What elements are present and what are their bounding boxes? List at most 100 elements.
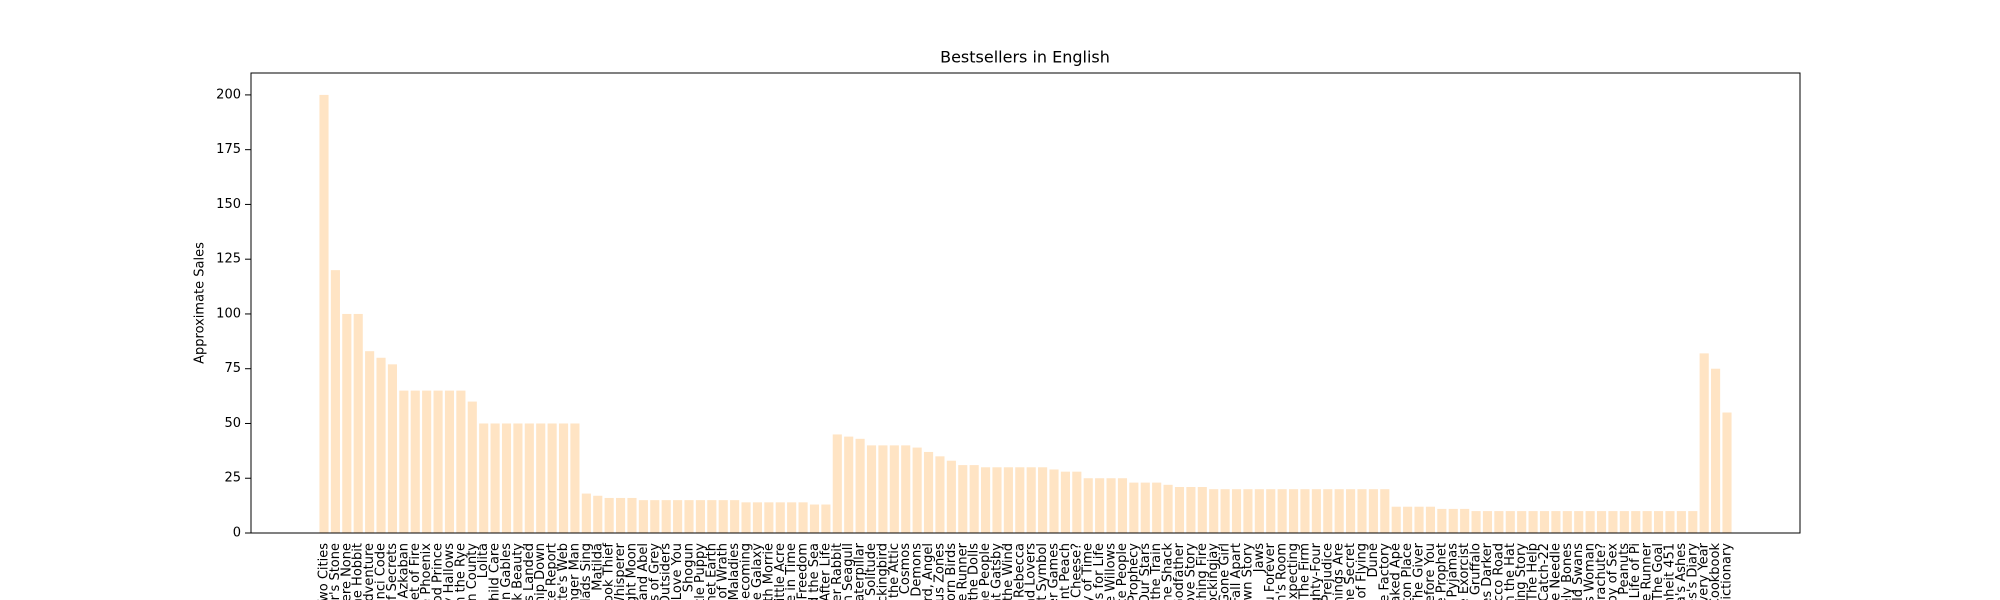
bar bbox=[547, 423, 557, 533]
x-tick-label: The Giver bbox=[1412, 542, 1427, 600]
x-tick-label: What Color Is Your Parachute? bbox=[1594, 543, 1609, 600]
x-tick-label: The French Lieutenant's Woman bbox=[1583, 543, 1598, 600]
bar bbox=[1163, 484, 1173, 533]
bar bbox=[1391, 506, 1401, 533]
x-tick-label: God's Little Acre bbox=[773, 543, 788, 600]
bar bbox=[1414, 506, 1424, 533]
x-tick-label: Rebecca bbox=[1012, 543, 1027, 598]
x-tick-label: Fear of Flying bbox=[1354, 543, 1369, 600]
x-tick-label: The Poky Little Puppy bbox=[693, 543, 708, 600]
x-tick-label: Wild Swans bbox=[1571, 543, 1586, 600]
bar bbox=[775, 502, 785, 533]
bar bbox=[1380, 489, 1390, 533]
x-tick-label: Sons and Lovers bbox=[1024, 543, 1039, 600]
x-tick-label: The Thorn Birds bbox=[944, 543, 959, 600]
bar bbox=[787, 502, 797, 533]
x-tick-label: The Lovely Bones bbox=[1560, 543, 1575, 600]
bar bbox=[1494, 511, 1504, 533]
bar bbox=[809, 504, 820, 533]
bar bbox=[1197, 487, 1207, 533]
bar bbox=[1140, 482, 1150, 533]
bar bbox=[878, 445, 888, 533]
bar bbox=[935, 456, 945, 533]
x-tick-label: The Joy of Sex bbox=[1605, 543, 1620, 600]
bar bbox=[399, 390, 409, 533]
x-tick-label: Gone with the Wind bbox=[1001, 543, 1016, 600]
x-tick-label: The Celestine Prophecy bbox=[1126, 543, 1141, 600]
bar bbox=[1220, 489, 1230, 533]
bar bbox=[1505, 511, 1515, 533]
bar bbox=[1665, 511, 1675, 533]
x-tick-label: Watership Down bbox=[533, 543, 548, 600]
x-tick-label: The Hobbit bbox=[351, 543, 366, 600]
bar bbox=[1368, 489, 1378, 533]
bar bbox=[581, 493, 591, 533]
x-tick-label: The Grapes of Wrath bbox=[716, 543, 731, 600]
plot-frame bbox=[250, 72, 1801, 534]
bar bbox=[570, 423, 580, 533]
x-tick-label: Our Town Story bbox=[1240, 543, 1255, 600]
x-tick-label: 12 Rules for Life bbox=[1092, 543, 1107, 600]
bar bbox=[410, 390, 420, 533]
bar bbox=[1300, 489, 1310, 533]
bar bbox=[376, 357, 386, 533]
x-tick-label: The Ginger Man bbox=[567, 543, 582, 600]
bar bbox=[1106, 478, 1116, 533]
bar bbox=[638, 500, 648, 533]
chart-title: Bestsellers in English bbox=[940, 48, 1110, 67]
bar bbox=[969, 465, 979, 533]
x-tick-label: We the People bbox=[978, 543, 993, 600]
x-tick-label: Love You Forever bbox=[1263, 542, 1278, 600]
bar bbox=[1631, 511, 1641, 533]
x-tick-label: Where the Crawdads Sing bbox=[579, 543, 594, 600]
x-tick-label: The Common Sense Book of Baby and Child … bbox=[488, 543, 503, 600]
x-tick-label: Tuesdays with Morrie bbox=[761, 543, 776, 600]
bar bbox=[1346, 489, 1356, 533]
bar bbox=[1015, 467, 1025, 533]
x-tick-label: Peyton Place bbox=[1400, 543, 1415, 600]
bar bbox=[695, 500, 705, 533]
x-tick-label: Interpreter of Maladies bbox=[727, 543, 742, 600]
bar bbox=[330, 270, 340, 533]
x-tick-label: Look Homeward, Angel bbox=[921, 543, 936, 600]
x-tick-label: To Kill a Mockingbird bbox=[875, 543, 890, 600]
x-tick-label: The Gruffalo bbox=[1469, 543, 1484, 600]
bar bbox=[536, 423, 546, 533]
bar bbox=[1266, 489, 1276, 533]
x-tick-label: Harry Potter and the Philosopher's Stone bbox=[328, 543, 343, 600]
bar bbox=[1038, 467, 1048, 533]
bar bbox=[1711, 368, 1721, 533]
bar bbox=[1460, 508, 1470, 533]
x-tick-label: Catching Fire bbox=[1195, 543, 1210, 600]
x-tick-label: She: A History of Adventure bbox=[362, 543, 377, 600]
bar bbox=[1425, 506, 1435, 533]
x-tick-label: Harry Potter and the Order of the Phoeni… bbox=[419, 543, 434, 600]
bar bbox=[353, 313, 363, 533]
x-tick-label: The Naked Ape bbox=[1389, 543, 1404, 600]
bar bbox=[741, 502, 751, 533]
x-tick-label: Lolita bbox=[476, 543, 491, 578]
bar bbox=[1688, 511, 1698, 533]
bar bbox=[1026, 467, 1036, 533]
x-tick-label: Harry Potter and the Chamber of Secrets bbox=[385, 543, 400, 600]
bar bbox=[1653, 511, 1664, 533]
x-tick-label: The Maze Runner bbox=[1640, 542, 1655, 600]
bar bbox=[1003, 467, 1013, 533]
x-tick-label: Harry Potter and the Deathly Hallows bbox=[442, 543, 457, 600]
bar bbox=[1539, 511, 1550, 533]
x-tick-label: The Tale of Peter Rabbit bbox=[830, 543, 845, 600]
bar bbox=[1608, 511, 1618, 533]
bar bbox=[1357, 489, 1367, 533]
bar bbox=[1323, 489, 1333, 533]
bar bbox=[764, 502, 774, 533]
x-tick-label: Charlie and the Chocolate Factory bbox=[1377, 543, 1392, 600]
x-tick-label: The Help bbox=[1526, 543, 1541, 600]
y-tick-label: 175 bbox=[216, 142, 241, 157]
x-tick-label: And Then There Were None bbox=[339, 543, 354, 600]
bar bbox=[1471, 511, 1481, 533]
bar bbox=[1174, 487, 1185, 533]
bar bbox=[1152, 482, 1162, 533]
x-tick-label: Dune bbox=[1366, 543, 1381, 578]
x-tick-label: The Women's Room bbox=[1275, 543, 1290, 600]
x-tick-label: Harry Potter and the Half-Blood Prince bbox=[431, 543, 446, 600]
